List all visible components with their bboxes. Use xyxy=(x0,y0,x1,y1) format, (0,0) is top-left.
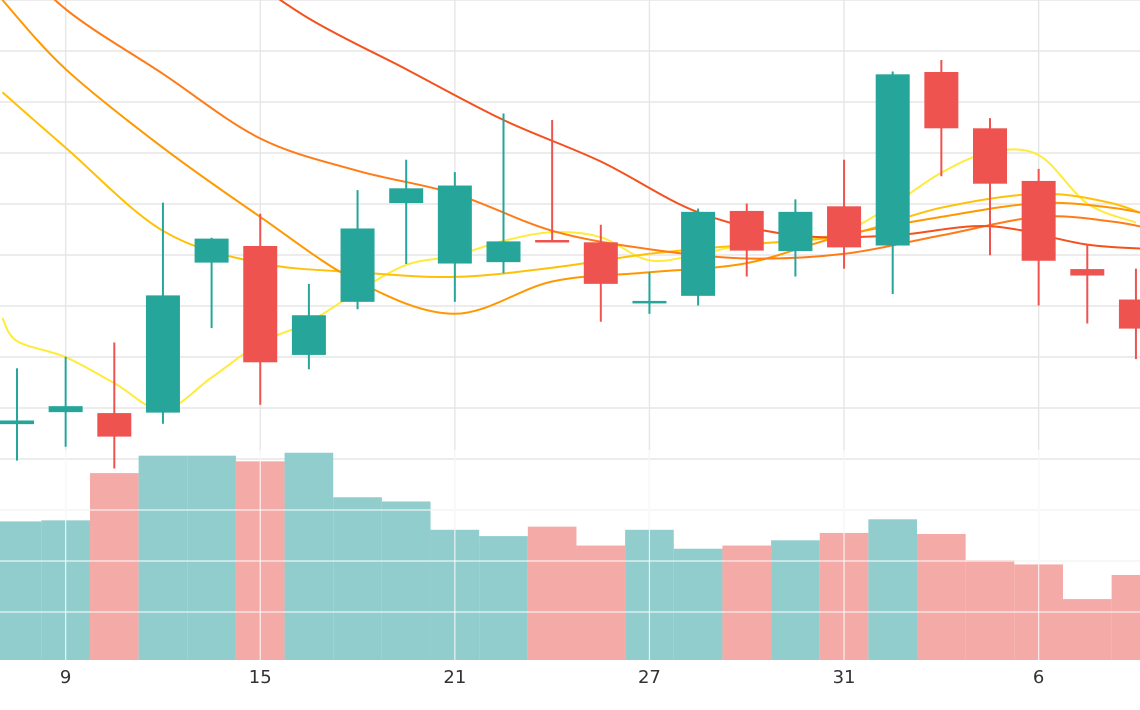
moving-average-line-3 xyxy=(1,0,1140,315)
volume-bar xyxy=(284,452,334,660)
x-axis: 9 15 21 27 31 6 xyxy=(60,667,1044,688)
candle-up xyxy=(340,190,375,310)
candle-up xyxy=(681,208,716,306)
candle-body xyxy=(486,241,521,263)
candle-up xyxy=(632,272,667,314)
volume-bar xyxy=(917,534,966,660)
candle-down xyxy=(1118,268,1140,360)
candle-body xyxy=(97,413,132,437)
candle-body xyxy=(145,295,180,413)
candle-body xyxy=(875,74,910,246)
volume-bar xyxy=(527,526,577,660)
candle-body xyxy=(1118,299,1140,329)
candle-down xyxy=(924,60,959,177)
candle-up xyxy=(778,199,813,277)
candle-body xyxy=(0,420,34,425)
candle-down xyxy=(535,120,570,243)
volume-bar xyxy=(965,560,1015,660)
moving-average-line-5 xyxy=(278,0,1140,250)
volume-bar xyxy=(576,545,626,660)
candle-up xyxy=(486,113,521,274)
candle-body xyxy=(243,246,278,363)
candle-down xyxy=(973,118,1007,256)
moving-average-line-4 xyxy=(53,0,1140,260)
vertical-grid-overlay xyxy=(0,450,1140,660)
candle-up xyxy=(291,283,326,370)
candle-body xyxy=(194,238,229,263)
candle-body xyxy=(437,185,472,264)
x-tick-label: 9 xyxy=(60,667,71,688)
x-tick-label: 15 xyxy=(249,667,272,688)
candlesticks xyxy=(0,60,1140,469)
x-tick-label: 6 xyxy=(1033,667,1044,688)
candle-up xyxy=(875,71,910,294)
candle-down xyxy=(1070,244,1105,324)
candle-body xyxy=(340,228,375,302)
volume-bar xyxy=(89,473,139,660)
volume-bar xyxy=(722,545,772,660)
volume-bar xyxy=(673,548,723,660)
candle-up xyxy=(48,356,83,447)
candle-up xyxy=(389,159,424,264)
candle-down xyxy=(827,159,862,269)
volume-bar xyxy=(138,455,188,660)
candle-down xyxy=(583,224,618,322)
candle-body xyxy=(973,128,1007,184)
x-tick-label: 31 xyxy=(833,667,856,688)
candle-body xyxy=(1021,180,1056,261)
candle-up xyxy=(437,172,472,302)
candle-body xyxy=(729,210,764,251)
candle-up xyxy=(145,202,180,424)
volume-bar xyxy=(771,540,820,660)
candle-down xyxy=(97,342,132,469)
volume-bar xyxy=(479,536,528,660)
volume-bar xyxy=(0,521,42,660)
volume-bars xyxy=(0,452,1140,660)
candle-down xyxy=(1021,168,1056,306)
volume-bar xyxy=(868,519,918,660)
x-tick-label: 21 xyxy=(443,667,466,688)
candle-body xyxy=(632,300,667,304)
candle-body xyxy=(389,188,424,204)
candle-body xyxy=(778,211,813,252)
candle-body xyxy=(291,315,326,355)
moving-average-line-2 xyxy=(1,91,1140,279)
candle-body xyxy=(827,206,862,248)
x-tick-label: 27 xyxy=(638,667,661,688)
candle-body xyxy=(1070,269,1105,276)
volume-bar xyxy=(187,455,236,660)
candle-body xyxy=(681,211,716,296)
candle-down xyxy=(243,213,278,405)
volume-bar xyxy=(333,497,382,660)
candle-body xyxy=(583,242,618,284)
candle-body xyxy=(924,72,959,129)
volume-bar xyxy=(381,501,431,660)
volume-bar xyxy=(1062,599,1112,660)
candle-up xyxy=(194,237,229,329)
candle-body xyxy=(535,240,570,243)
candle-up xyxy=(0,368,34,461)
candle-down xyxy=(729,203,764,277)
volume-bar xyxy=(1111,574,1140,660)
candle-body xyxy=(48,406,83,413)
